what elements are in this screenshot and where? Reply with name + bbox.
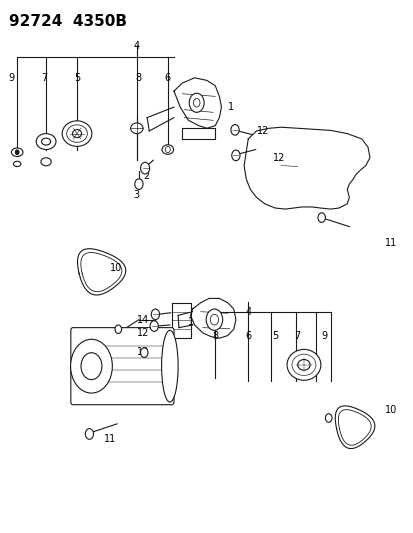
Text: 6: 6 — [244, 330, 251, 341]
Text: 5: 5 — [271, 330, 278, 341]
Circle shape — [193, 99, 199, 107]
Ellipse shape — [36, 134, 56, 150]
Ellipse shape — [291, 354, 315, 375]
FancyBboxPatch shape — [71, 328, 173, 405]
Text: 1: 1 — [188, 317, 194, 327]
Text: 8: 8 — [212, 330, 218, 341]
Circle shape — [189, 93, 204, 112]
Text: 9: 9 — [321, 330, 327, 341]
Text: 4: 4 — [133, 41, 140, 51]
Ellipse shape — [161, 330, 178, 402]
Text: 14: 14 — [137, 314, 149, 325]
Text: 4: 4 — [244, 306, 251, 317]
Ellipse shape — [41, 138, 50, 145]
Circle shape — [230, 125, 239, 135]
Text: 7: 7 — [294, 330, 300, 341]
Text: 1: 1 — [227, 102, 233, 112]
Ellipse shape — [297, 360, 309, 370]
Circle shape — [85, 429, 93, 439]
Text: 11: 11 — [384, 238, 396, 247]
Text: 3: 3 — [133, 190, 140, 200]
Circle shape — [140, 348, 147, 358]
Text: 2: 2 — [143, 171, 149, 181]
Ellipse shape — [62, 121, 92, 147]
Text: 9: 9 — [8, 73, 14, 83]
Circle shape — [206, 309, 222, 330]
Text: 12: 12 — [137, 328, 149, 338]
Text: 12: 12 — [256, 126, 268, 136]
Ellipse shape — [12, 148, 23, 157]
Circle shape — [231, 150, 240, 161]
Text: 11: 11 — [104, 434, 116, 445]
Circle shape — [150, 321, 158, 332]
Circle shape — [140, 163, 149, 174]
Circle shape — [151, 309, 159, 320]
Circle shape — [210, 314, 218, 325]
Text: 8: 8 — [135, 73, 142, 83]
Ellipse shape — [286, 350, 320, 380]
Circle shape — [81, 353, 102, 379]
Circle shape — [165, 147, 170, 153]
Ellipse shape — [131, 123, 143, 134]
Text: 10: 10 — [384, 405, 396, 415]
Text: 12: 12 — [272, 152, 285, 163]
Text: 92724  4350B: 92724 4350B — [9, 14, 127, 29]
Circle shape — [317, 213, 325, 222]
Circle shape — [135, 179, 143, 189]
Circle shape — [70, 340, 112, 393]
Text: 7: 7 — [41, 73, 47, 83]
Circle shape — [115, 325, 121, 334]
Ellipse shape — [66, 125, 87, 142]
Ellipse shape — [41, 158, 51, 166]
Circle shape — [325, 414, 331, 422]
Circle shape — [16, 150, 19, 155]
Ellipse shape — [14, 161, 21, 166]
Text: 5: 5 — [74, 73, 80, 83]
Ellipse shape — [72, 130, 81, 138]
Text: 10: 10 — [110, 263, 122, 272]
Text: 6: 6 — [164, 73, 171, 83]
Text: 13: 13 — [137, 346, 149, 357]
Ellipse shape — [161, 145, 173, 155]
